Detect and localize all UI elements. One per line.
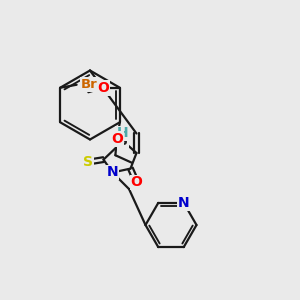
Text: H: H [116, 127, 128, 140]
Text: N: N [107, 166, 118, 179]
Text: O: O [111, 132, 123, 146]
Text: O: O [130, 176, 142, 189]
Text: S: S [118, 134, 128, 148]
Text: Br: Br [81, 78, 98, 91]
Text: N: N [178, 196, 190, 210]
Text: S: S [83, 155, 94, 169]
Text: O: O [98, 81, 109, 95]
